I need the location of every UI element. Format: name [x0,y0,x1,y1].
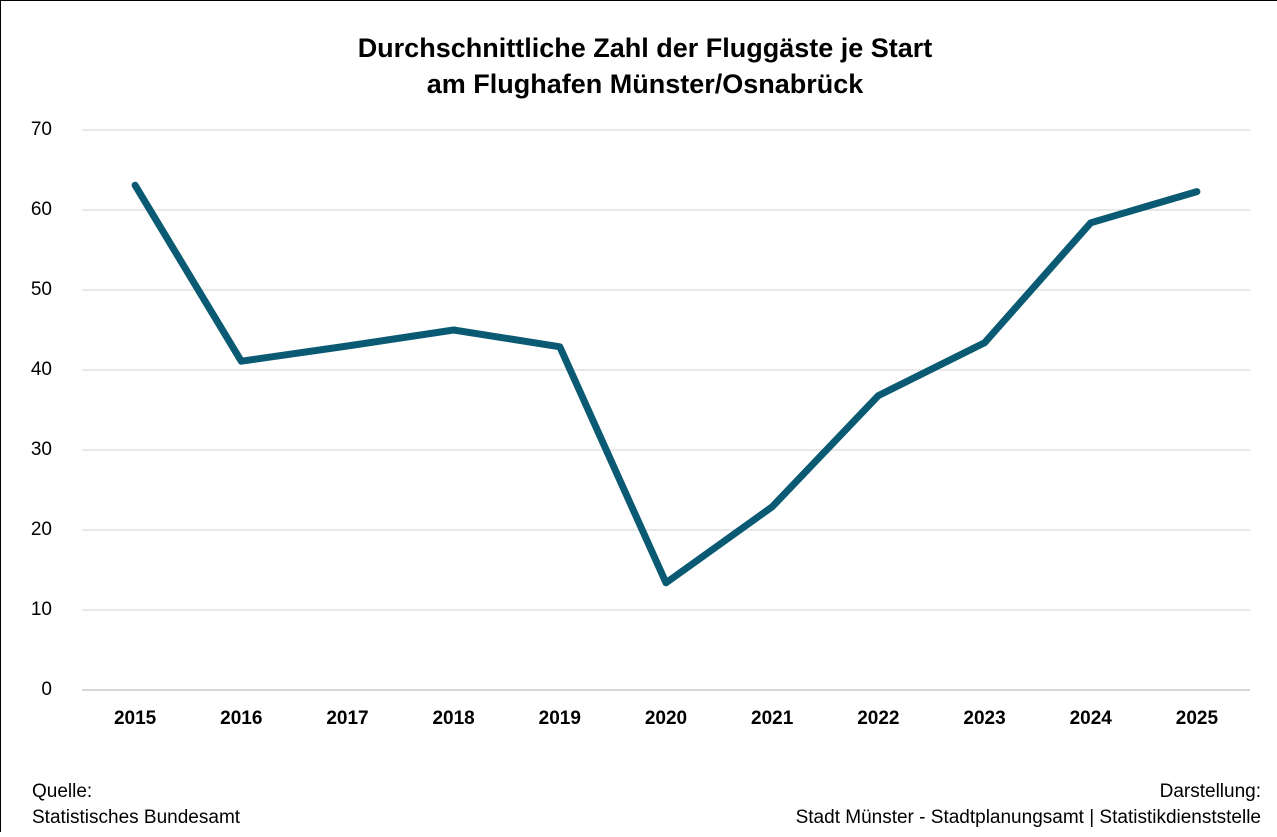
x-tick-label: 2015 [114,708,157,729]
x-tick-label: 2022 [857,708,899,729]
x-tick-label: 2021 [751,708,794,729]
x-tick-label: 2024 [1070,708,1113,729]
x-tick-label: 2025 [1176,708,1219,729]
source-label: Quelle: [32,781,92,802]
chart-title: Durchschnittliche Zahl der Fluggäste je … [358,33,933,63]
x-tick-label: 2016 [220,708,262,729]
y-tick-label: 20 [31,519,52,540]
y-tick-label: 40 [31,359,52,380]
y-tick-label: 70 [31,119,52,140]
credit-text: Stadt Münster - Stadtplanungsamt | Stati… [796,807,1261,828]
x-tick-label: 2020 [645,708,687,729]
source-text: Statistisches Bundesamt [32,807,241,828]
y-tick-label: 30 [31,439,52,460]
x-tick-label: 2017 [326,708,368,729]
x-tick-label: 2018 [432,708,474,729]
y-tick-label: 10 [31,599,52,620]
y-tick-label: 50 [31,279,52,300]
y-tick-label: 60 [31,199,52,220]
x-tick-label: 2023 [963,708,1005,729]
x-tick-label: 2019 [539,708,581,729]
credit-label: Darstellung: [1160,781,1261,802]
y-tick-label: 0 [41,679,52,700]
chart-title: am Flughafen Münster/Osnabrück [427,69,865,99]
